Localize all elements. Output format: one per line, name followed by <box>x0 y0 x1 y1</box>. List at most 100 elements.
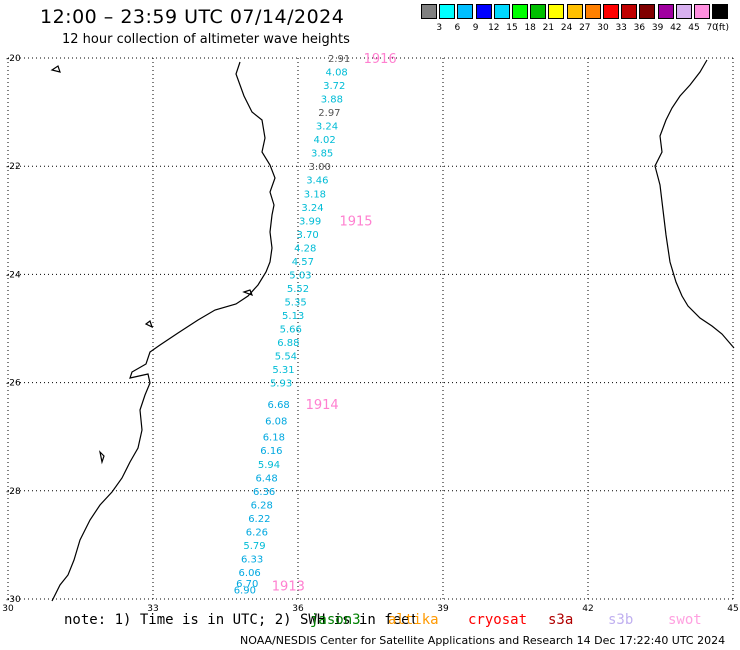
wave-height-value: 5.03 <box>289 270 311 281</box>
scale-swatch <box>621 4 638 19</box>
wave-height-value: 6.26 <box>246 527 268 538</box>
wave-height-value: 5.31 <box>272 365 294 376</box>
islands <box>50 65 254 465</box>
track-id-label: 1916 <box>364 52 397 67</box>
scale-swatch <box>603 4 619 19</box>
page-subtitle: 12 hour collection of altimeter wave hei… <box>62 32 350 47</box>
satellite-legend-s3b: s3b <box>608 612 634 628</box>
scale-tick-label: 30 <box>597 23 609 33</box>
satellite-legend-s3a: s3a <box>548 612 574 628</box>
scale-swatch <box>712 4 729 19</box>
scale-tick-label: 24 <box>560 23 573 33</box>
wave-height-value: 5.35 <box>284 297 306 308</box>
track-id-labels: 1916 1915 1914 1913 <box>272 52 397 594</box>
scale-tick-label: 45 <box>688 23 700 33</box>
wave-height-value: 5.94 <box>258 460 280 471</box>
mozambique-coastline <box>51 61 276 602</box>
lon-tick-label: 30 <box>2 604 14 614</box>
wave-height-value: 4.02 <box>313 135 335 146</box>
scale-swatch <box>512 4 528 19</box>
footer-note: note: 1) Time is in UTC; 2) SWH is in fe… <box>64 612 419 628</box>
wave-height-value: 5.13 <box>282 311 304 322</box>
wave-height-value: 5.66 <box>280 325 302 336</box>
wave-height-value: 6.33 <box>241 554 263 565</box>
scale-swatch <box>493 4 510 19</box>
wave-height-value: 3.24 <box>301 203 323 214</box>
wave-height-value: 5.52 <box>287 284 309 295</box>
wave-height-value: 5.79 <box>243 541 265 552</box>
wave-height-value: 6.28 <box>251 500 273 511</box>
coastline <box>50 59 735 602</box>
scale-swatch <box>639 4 656 19</box>
scale-swatch <box>548 4 565 19</box>
scale-tick-label: 33 <box>615 23 627 33</box>
wave-height-value: 3.70 <box>297 230 319 241</box>
wave-height-value: 2.91 <box>328 54 350 65</box>
map-grid: 30 33 36 39 42 45 -20 -22 -24 -26 -28 -30 <box>2 54 738 614</box>
scale-tick-label: 9 <box>472 23 479 33</box>
lat-tick-label: -30 <box>6 595 21 605</box>
wave-height-observations: 2.91 4.08 3.72 3.88 2.97 3.24 4.02 3.85 3.00 3.46… <box>234 54 351 596</box>
wave-height-value: 3.18 <box>304 189 326 200</box>
page-title: 12:00 – 23:59 UTC 07/14/2024 <box>40 6 345 28</box>
lat-tick-label: -22 <box>6 162 21 172</box>
wave-height-value: 6.18 <box>263 433 285 444</box>
scale-swatch <box>657 4 674 19</box>
wave-height-value: 6.90 <box>234 585 256 596</box>
scale-tick-label: 36 <box>633 23 646 33</box>
wave-height-value: 6.06 <box>239 568 261 579</box>
scale-tick-label: 15 <box>506 23 518 33</box>
wave-height-value: 3.00 <box>309 162 331 173</box>
lon-tick-label: 33 <box>147 604 158 614</box>
scale-swatch <box>457 4 474 19</box>
lat-tick-label: -26 <box>6 379 21 389</box>
wave-height-value: 4.08 <box>326 68 348 79</box>
scale-tick-label: 39 <box>651 23 664 33</box>
credit-line: NOAA/NESDIS Center for Satellite Applica… <box>240 634 726 647</box>
scale-tick-label: 42 <box>670 23 682 33</box>
wave-height-value: 4.57 <box>292 257 314 268</box>
wave-height-value: 3.88 <box>321 95 343 106</box>
scale-swatch <box>475 4 492 19</box>
scale-swatch <box>694 4 710 19</box>
wave-height-value: 4.28 <box>294 243 316 254</box>
satellite-legend-swot: swot <box>668 612 702 628</box>
lat-tick-label: -20 <box>6 54 21 64</box>
wave-height-value: 5.93 <box>270 379 292 390</box>
madagascar-coastline <box>654 59 735 349</box>
lon-tick-label: 39 <box>437 604 449 614</box>
wave-height-value: 6.70 <box>236 579 258 590</box>
wave-height-value: 3.46 <box>306 176 328 187</box>
wave-height-value: 6.88 <box>277 338 299 349</box>
scale-swatch <box>566 4 583 19</box>
wave-height-value: 6.08 <box>265 416 287 427</box>
satellite-legend-altika: altika <box>388 612 439 628</box>
lon-tick-label: 36 <box>292 604 304 614</box>
scale-tick-label: 6 <box>454 23 461 33</box>
track-id-label: 1913 <box>272 579 305 594</box>
lat-tick-label: -24 <box>6 270 21 280</box>
wave-height-value: 6.68 <box>268 400 290 411</box>
wave-height-value: 3.99 <box>299 216 321 227</box>
track-id-label: 1915 <box>339 214 372 229</box>
scale-tick-label: (ft) <box>715 23 729 33</box>
scale-tick-label: 3 <box>436 23 443 33</box>
track-id-label: 1914 <box>306 398 339 413</box>
scale-swatch <box>530 4 547 19</box>
scale-tick-label: 21 <box>542 23 555 33</box>
lon-tick-label: 42 <box>582 604 593 614</box>
wave-height-value: 6.36 <box>253 487 275 498</box>
satellite-legend-cryosat: cryosat <box>468 612 528 628</box>
scale-tick-label: 70 <box>706 23 718 33</box>
wave-height-value: 5.54 <box>275 352 297 363</box>
lat-tick-label: -28 <box>6 487 21 497</box>
wave-height-value: 6.22 <box>248 514 270 525</box>
scale-swatch <box>439 4 456 19</box>
wave-height-value: 2.97 <box>318 108 340 119</box>
scale-swatch <box>675 4 692 19</box>
wave-height-value: 3.85 <box>311 149 333 160</box>
wave-height-value: 6.48 <box>255 473 277 484</box>
wave-height-value: 3.24 <box>316 122 338 133</box>
wave-height-value: 3.72 <box>323 81 345 92</box>
